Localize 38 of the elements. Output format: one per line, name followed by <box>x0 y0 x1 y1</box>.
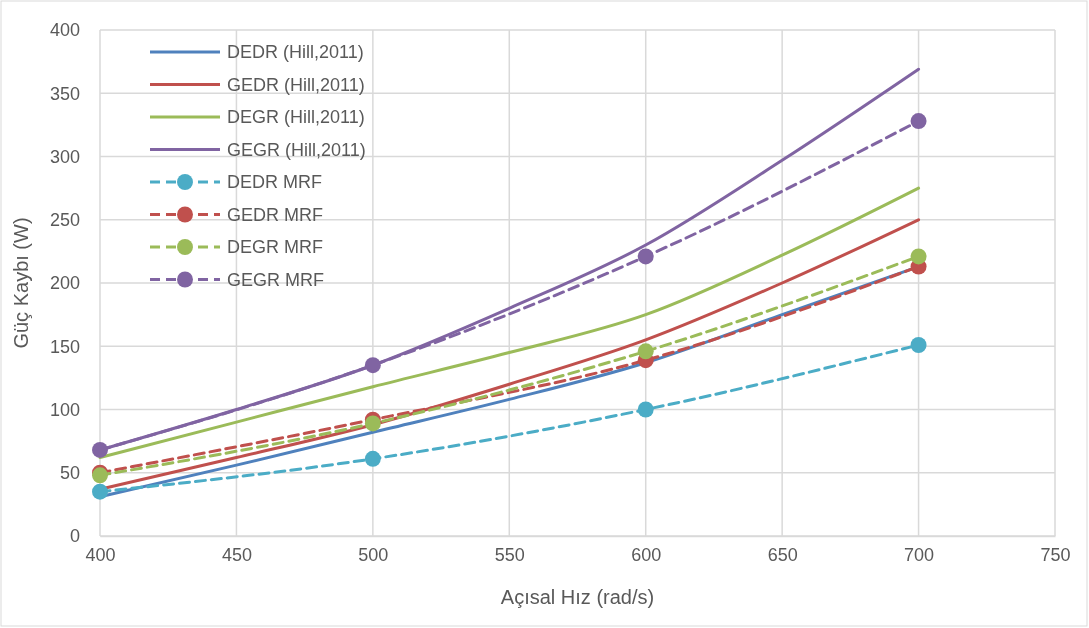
y-axis-title: Güç Kaybı (W) <box>10 217 32 349</box>
y-tick-label: 0 <box>69 526 80 547</box>
point <box>910 337 927 353</box>
x-tick-label: 650 <box>767 544 798 565</box>
y-tick-label: 400 <box>49 20 80 41</box>
y-tick-label: 100 <box>49 399 80 420</box>
x-tick-label: 400 <box>85 544 116 565</box>
y-tick-label: 350 <box>49 83 80 104</box>
x-tick-label: 550 <box>494 544 525 565</box>
legend-label: DEDR MRF <box>227 172 322 192</box>
y-tick-label: 200 <box>49 273 80 294</box>
legend-label: GEGR (Hill,2011) <box>227 139 366 160</box>
legend-label: DEGR (Hill,2011) <box>227 107 365 127</box>
y-tick-label: 300 <box>49 146 80 167</box>
point <box>910 248 927 265</box>
legend-label: DEGR MRF <box>227 237 323 257</box>
point <box>364 357 381 374</box>
point <box>910 113 927 130</box>
point <box>364 415 381 432</box>
point <box>92 442 108 458</box>
x-tick-label: 600 <box>631 544 662 565</box>
x-tick-label: 500 <box>358 544 389 565</box>
y-tick-label: 50 <box>59 463 80 484</box>
point <box>364 450 381 467</box>
point <box>92 483 108 500</box>
x-tick-label: 450 <box>221 544 252 565</box>
x-tick-label: 750 <box>1040 544 1071 565</box>
x-axis-title: Açısal Hız (rad/s) <box>500 586 655 608</box>
legend-label: GEDR (Hill,2011) <box>227 74 365 95</box>
legend-label: GEGR MRF <box>227 269 324 290</box>
y-tick-label: 250 <box>49 210 80 231</box>
point <box>637 248 654 265</box>
legend-label: DEDR (Hill,2011) <box>227 42 364 62</box>
point <box>637 401 654 418</box>
point <box>637 343 654 360</box>
y-tick-label: 150 <box>49 336 80 357</box>
legend-label: GEDR MRF <box>227 204 323 225</box>
x-tick-label: 700 <box>904 544 935 565</box>
